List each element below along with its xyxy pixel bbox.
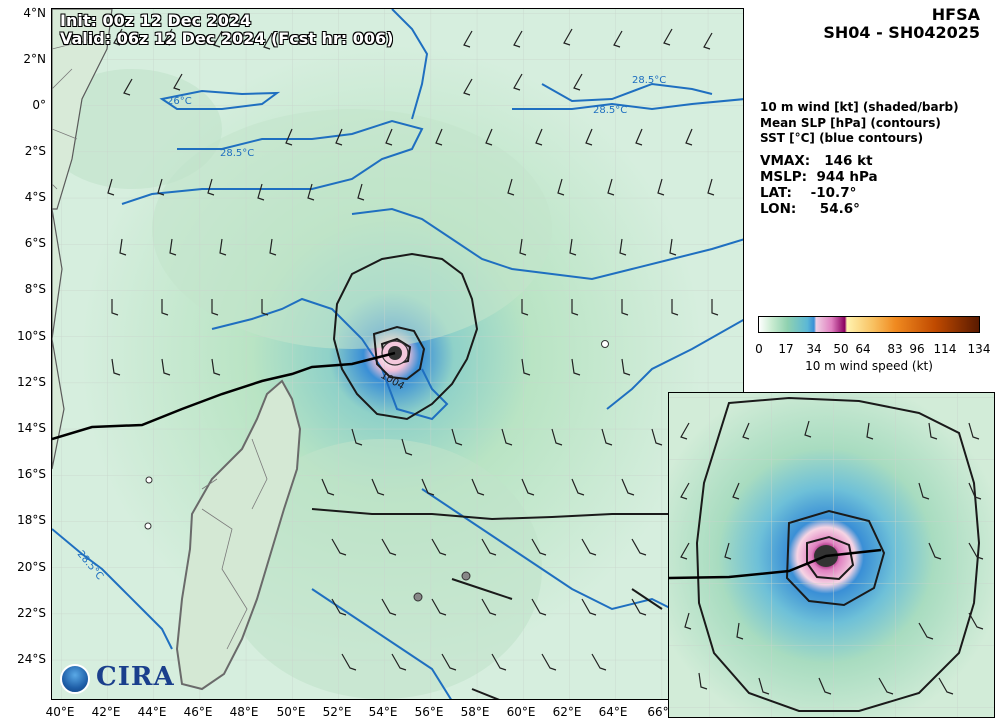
main-map: 26°C 28.5°C 28.5°C 28.5°C 28.5°C 1004 — [51, 8, 744, 700]
wind-colorbar — [758, 316, 980, 333]
storm-id: SH04 - SH042025 — [823, 23, 980, 42]
lon-tick: 50°E — [276, 705, 306, 719]
colorbar-tick: 17 — [778, 342, 794, 356]
inset-svg — [669, 393, 994, 717]
main-map-svg: 26°C 28.5°C 28.5°C 28.5°C 28.5°C 1004 — [52, 9, 743, 699]
madagascar-outline — [175, 379, 302, 691]
sst-label: 28.5°C — [220, 148, 254, 159]
legend-slp: Mean SLP [hPa] (contours) — [760, 116, 941, 130]
legend-wind: 10 m wind [kt] (shaded/barb) — [760, 100, 959, 114]
lon-tick: 60°E — [506, 705, 536, 719]
wind-barbs — [107, 28, 719, 671]
lon-tick: 54°E — [368, 705, 398, 719]
lat-tick: 4°N — [23, 6, 46, 20]
model-name: HFSA — [931, 5, 980, 24]
storm-inset-map — [668, 392, 995, 718]
stat-vmax: VMAX: 146 kt — [760, 153, 873, 169]
lat-tick: 24°S — [17, 652, 46, 666]
sst-label: 28.5°C — [632, 75, 666, 86]
sst-contours — [52, 9, 743, 699]
lat-tick: 4°S — [24, 190, 46, 204]
colorbar-tick: 134 — [967, 342, 991, 356]
lat-tick: 18°S — [17, 513, 46, 527]
lon-tick: 46°E — [183, 705, 213, 719]
colorbar-tick: 0 — [755, 342, 763, 356]
lat-tick: 10°S — [17, 329, 46, 343]
stat-lon: LON: 54.6° — [760, 201, 860, 217]
stat-lat: LAT: -10.7° — [760, 185, 857, 201]
storm-track — [52, 351, 396, 441]
lon-tick: 58°E — [460, 705, 490, 719]
lat-tick: 22°S — [17, 606, 46, 620]
lon-tick: 62°E — [552, 705, 582, 719]
colorbar-tick: 96 — [909, 342, 925, 356]
lat-tick: 0° — [32, 98, 46, 112]
lon-tick: 64°E — [598, 705, 628, 719]
colorbar-tick: 64 — [855, 342, 871, 356]
stat-mslp: MSLP: 944 hPa — [760, 169, 878, 185]
lon-tick: 56°E — [414, 705, 444, 719]
cira-logo: CIRA — [96, 662, 175, 692]
valid-time: Valid: 06z 12 Dec 2024 (Fcst hr: 006) — [60, 29, 394, 48]
legend-sst: SST [°C] (blue contours) — [760, 131, 924, 145]
lat-tick: 14°S — [17, 421, 46, 435]
inset-storm-track — [669, 548, 882, 580]
lon-tick: 66° — [647, 705, 669, 719]
lon-tick: 52°E — [322, 705, 352, 719]
lon-tick: 40°E — [45, 705, 75, 719]
lat-tick: 2°S — [24, 144, 46, 158]
colorbar-tick: 34 — [806, 342, 822, 356]
lat-tick: 6°S — [24, 236, 46, 250]
colorbar-tick: 83 — [887, 342, 903, 356]
noaa-logo-icon — [60, 664, 90, 694]
sst-label: 26°C — [167, 96, 192, 107]
lat-tick: 2°N — [23, 52, 46, 66]
sst-label: 28.5°C — [593, 105, 627, 116]
lon-tick: 44°E — [137, 705, 167, 719]
colorbar-tick: 50 — [833, 342, 849, 356]
colorbar-tick: 114 — [933, 342, 957, 356]
init-time: Init: 00z 12 Dec 2024 — [60, 11, 252, 30]
lat-tick: 20°S — [17, 560, 46, 574]
lat-tick: 16°S — [17, 467, 46, 481]
lon-tick: 48°E — [229, 705, 259, 719]
lat-tick: 8°S — [24, 282, 46, 296]
colorbar-label: 10 m wind speed (kt) — [805, 359, 933, 373]
lat-tick: 12°S — [17, 375, 46, 389]
lon-tick: 42°E — [91, 705, 121, 719]
